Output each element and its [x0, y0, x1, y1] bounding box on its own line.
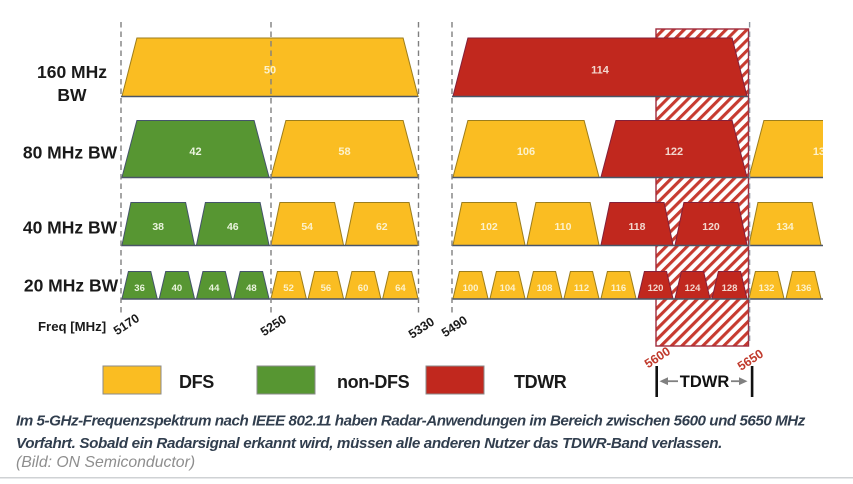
svg-text:5250: 5250: [258, 312, 289, 339]
svg-text:non-DFS: non-DFS: [337, 372, 410, 392]
svg-text:46: 46: [227, 221, 239, 233]
svg-text:DFS: DFS: [179, 372, 214, 392]
svg-text:108: 108: [537, 283, 553, 294]
svg-text:64: 64: [395, 283, 406, 294]
svg-text:5170: 5170: [111, 311, 142, 338]
svg-text:Im 5-GHz-Frequenzspektrum nach: Im 5-GHz-Frequenzspektrum nach IEEE 802.…: [16, 413, 806, 430]
svg-text:104: 104: [500, 283, 517, 294]
svg-text:5650: 5650: [735, 347, 766, 374]
svg-text:112: 112: [574, 283, 589, 294]
svg-text:120: 120: [702, 221, 720, 233]
svg-text:40: 40: [172, 283, 183, 294]
svg-text:50: 50: [264, 64, 276, 76]
svg-text:36: 36: [134, 283, 145, 294]
svg-text:58: 58: [338, 146, 350, 158]
svg-text:TDWR: TDWR: [514, 372, 567, 392]
svg-text:114: 114: [591, 64, 610, 76]
svg-text:48: 48: [246, 283, 257, 294]
svg-text:44: 44: [209, 283, 220, 294]
svg-text:5490: 5490: [439, 313, 470, 340]
svg-text:124: 124: [685, 283, 702, 294]
svg-text:(Bild: ON Semiconductor): (Bild: ON Semiconductor): [16, 454, 195, 471]
svg-text:Freq [MHz]: Freq [MHz]: [38, 319, 106, 334]
svg-text:118: 118: [629, 221, 646, 233]
svg-text:56: 56: [321, 283, 332, 294]
svg-text:5330: 5330: [406, 315, 437, 342]
svg-text:116: 116: [611, 283, 626, 294]
svg-text:136: 136: [796, 283, 812, 294]
svg-text:106: 106: [517, 146, 535, 158]
svg-text:80 MHz BW: 80 MHz BW: [23, 143, 118, 163]
svg-text:40 MHz BW: 40 MHz BW: [23, 218, 118, 238]
svg-text:122: 122: [665, 146, 683, 158]
svg-text:62: 62: [376, 221, 388, 233]
svg-text:52: 52: [283, 283, 294, 294]
svg-text:138: 138: [813, 146, 831, 158]
svg-text:102: 102: [480, 221, 498, 233]
svg-text:160 MHz: 160 MHz: [37, 62, 107, 82]
svg-text:54: 54: [301, 221, 313, 233]
svg-text:42: 42: [189, 146, 201, 158]
svg-text:120: 120: [648, 283, 664, 294]
svg-text:BW: BW: [57, 85, 87, 105]
svg-text:TDWR: TDWR: [680, 373, 730, 391]
svg-text:Vorfahrt. Sobald ein Radarsign: Vorfahrt. Sobald ein Radarsignal erkannt…: [16, 435, 722, 452]
svg-text:20 MHz BW: 20 MHz BW: [24, 276, 119, 296]
svg-text:100: 100: [463, 283, 479, 294]
svg-text:38: 38: [152, 221, 164, 233]
svg-text:60: 60: [358, 283, 369, 294]
svg-text:134: 134: [776, 221, 794, 233]
svg-text:132: 132: [759, 283, 775, 294]
svg-text:110: 110: [555, 221, 572, 233]
svg-text:128: 128: [722, 283, 738, 294]
